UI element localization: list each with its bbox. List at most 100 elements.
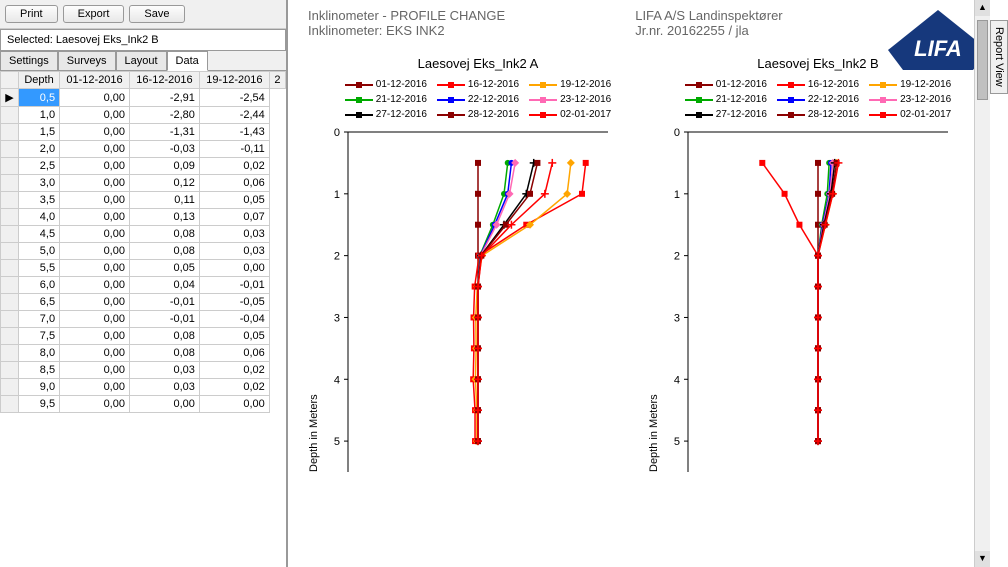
column-header[interactable] [1,72,19,89]
table-row[interactable]: 1,00,00-2,80-2,44 [1,107,286,124]
table-cell[interactable]: 0,03 [199,226,269,243]
table-cell[interactable]: 0,02 [199,379,269,396]
table-cell[interactable]: -0,04 [199,311,269,328]
table-row[interactable]: 4,50,000,080,03 [1,226,286,243]
table-cell[interactable]: 0,00 [60,89,130,107]
table-cell[interactable]: 0,00 [60,158,130,175]
column-header[interactable]: 16-12-2016 [129,72,199,89]
vertical-scrollbar[interactable]: ▲ ▼ [974,0,990,567]
table-cell[interactable]: 0,08 [129,243,199,260]
table-cell[interactable] [1,328,19,345]
table-cell[interactable] [1,362,19,379]
table-cell[interactable]: 1,5 [19,124,60,141]
table-cell[interactable]: 3,5 [19,192,60,209]
table-cell[interactable]: -1,43 [199,124,269,141]
save-button[interactable]: Save [129,5,184,23]
table-cell[interactable]: -2,91 [129,89,199,107]
table-cell[interactable]: 0,5 [19,89,60,107]
table-row[interactable]: 7,00,00-0,01-0,04 [1,311,286,328]
table-cell[interactable]: 4,0 [19,209,60,226]
table-cell[interactable]: ▶ [1,89,19,107]
table-cell[interactable]: 0,00 [129,396,199,413]
table-cell[interactable]: 0,00 [60,345,130,362]
table-cell[interactable] [1,396,19,413]
table-cell[interactable]: 0,00 [60,243,130,260]
table-cell[interactable]: 0,03 [129,362,199,379]
table-cell[interactable]: 7,0 [19,311,60,328]
table-cell[interactable]: 0,08 [129,345,199,362]
tab-layout[interactable]: Layout [116,51,167,71]
table-cell[interactable] [1,209,19,226]
table-cell[interactable]: 0,00 [199,260,269,277]
table-cell[interactable]: 1,0 [19,107,60,124]
table-cell[interactable] [1,294,19,311]
table-cell[interactable] [1,192,19,209]
table-cell[interactable]: 0,00 [60,192,130,209]
table-cell[interactable]: 0,09 [129,158,199,175]
table-cell[interactable]: -0,11 [199,141,269,158]
table-cell[interactable] [1,260,19,277]
table-cell[interactable] [1,226,19,243]
table-cell[interactable]: 0,00 [60,362,130,379]
table-cell[interactable]: 0,07 [199,209,269,226]
table-cell[interactable]: -2,54 [199,89,269,107]
table-cell[interactable]: 0,06 [199,345,269,362]
table-cell[interactable]: 0,00 [60,107,130,124]
table-cell[interactable]: 0,00 [60,209,130,226]
table-cell[interactable]: -0,01 [129,294,199,311]
print-button[interactable]: Print [5,5,58,23]
column-header[interactable]: 19-12-2016 [199,72,269,89]
column-header[interactable]: 2 [269,72,285,89]
table-row[interactable]: 2,00,00-0,03-0,11 [1,141,286,158]
table-cell[interactable] [1,175,19,192]
table-cell[interactable] [1,311,19,328]
table-cell[interactable]: 0,00 [60,396,130,413]
table-cell[interactable]: 2,0 [19,141,60,158]
table-row[interactable]: 3,50,000,110,05 [1,192,286,209]
table-cell[interactable]: 0,00 [60,226,130,243]
table-row[interactable]: ▶0,50,00-2,91-2,54 [1,89,286,107]
table-cell[interactable]: 9,0 [19,379,60,396]
table-row[interactable]: 6,50,00-0,01-0,05 [1,294,286,311]
table-cell[interactable]: 0,05 [129,260,199,277]
table-cell[interactable] [1,141,19,158]
table-cell[interactable]: 5,0 [19,243,60,260]
table-cell[interactable]: 0,00 [60,141,130,158]
tab-surveys[interactable]: Surveys [58,51,116,71]
table-cell[interactable]: 9,5 [19,396,60,413]
scroll-up-arrow[interactable]: ▲ [975,0,990,16]
column-header[interactable]: Depth [19,72,60,89]
table-row[interactable]: 6,00,000,04-0,01 [1,277,286,294]
table-cell[interactable]: 0,03 [129,379,199,396]
tab-data[interactable]: Data [167,51,208,71]
table-cell[interactable]: 0,03 [199,243,269,260]
table-cell[interactable] [1,243,19,260]
table-cell[interactable]: 0,08 [129,328,199,345]
table-cell[interactable]: 0,12 [129,175,199,192]
table-cell[interactable]: 0,02 [199,362,269,379]
table-cell[interactable]: 6,0 [19,277,60,294]
table-cell[interactable]: 0,11 [129,192,199,209]
table-cell[interactable] [1,277,19,294]
table-row[interactable]: 4,00,000,130,07 [1,209,286,226]
table-row[interactable]: 9,50,000,000,00 [1,396,286,413]
table-cell[interactable] [1,345,19,362]
table-cell[interactable]: 0,02 [199,158,269,175]
table-cell[interactable] [1,124,19,141]
table-cell[interactable]: 5,5 [19,260,60,277]
table-cell[interactable]: -2,44 [199,107,269,124]
table-cell[interactable]: 7,5 [19,328,60,345]
table-cell[interactable] [1,379,19,396]
table-row[interactable]: 7,50,000,080,05 [1,328,286,345]
table-cell[interactable]: 0,00 [60,294,130,311]
table-cell[interactable]: 0,00 [60,379,130,396]
table-cell[interactable]: 0,00 [60,175,130,192]
table-cell[interactable]: -2,80 [129,107,199,124]
column-header[interactable]: 01-12-2016 [60,72,130,89]
table-cell[interactable] [1,158,19,175]
table-row[interactable]: 2,50,000,090,02 [1,158,286,175]
report-view-tab[interactable]: Report View [990,20,1008,94]
table-cell[interactable]: 8,0 [19,345,60,362]
table-cell[interactable]: -0,01 [129,311,199,328]
table-cell[interactable]: 0,00 [60,311,130,328]
